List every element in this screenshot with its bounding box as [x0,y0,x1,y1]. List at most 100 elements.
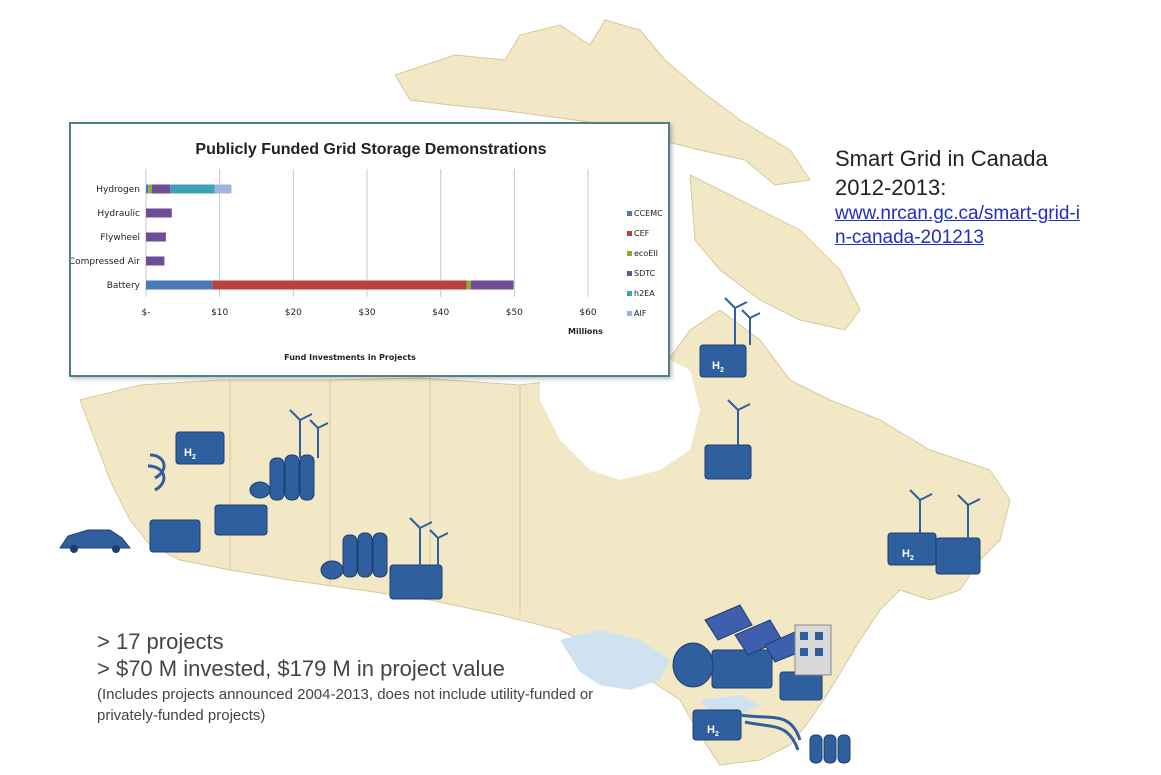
battery-icon [214,504,268,536]
legend-swatch [627,311,632,316]
flywheel-icons [249,481,714,688]
category-label: Flywheel [100,233,140,243]
bar-segment [151,184,171,194]
legend-label: ecoEII [634,249,658,258]
bar-segment [214,184,232,194]
chart-panel: Publicly Funded Grid Storage Demonstrati… [69,122,670,377]
summary-projects: > 17 projects [97,629,224,654]
great-lakes [560,630,670,690]
battery-icon [149,519,201,553]
chart-bars [146,184,514,290]
nrcan-link[interactable]: www.nrcan.gc.ca/smart-grid-in-canada-201… [835,203,1080,248]
legend-label: CCEMC [634,209,663,218]
legend-swatch [627,231,632,236]
battery-storage-icons [149,444,981,701]
wind-turbine-icon [957,494,981,540]
summary-note: (Includes projects announced 2004-2013, … [97,686,594,724]
wind-turbine-icon [289,409,313,458]
category-label: Hydraulic [97,209,140,219]
x-tick-label: $30 [358,308,375,318]
electric-car-icon [59,529,132,553]
side-title-line2: 2012-2013: [835,175,947,200]
battery-icon [935,537,981,575]
bar-segment [146,280,213,290]
chart-legend: CCEMC CEF ecoEII SDTC h2EA AIF [627,209,663,318]
x-tick-label: $40 [432,308,449,318]
category-label: Compressed Air [71,257,140,267]
legend-label: SDTC [634,269,656,278]
hudson-bay [540,345,700,480]
battery-icon [779,671,823,701]
svg-text:H2: H2 [184,447,196,461]
legend-label: h2EA [634,289,655,298]
flywheel-icon [249,481,271,499]
bar-segment [146,208,172,218]
building-icon [794,624,832,676]
x-tick-label: $60 [579,308,596,318]
bar-segment [146,232,166,242]
battery-icon [389,564,443,600]
province-borders [229,380,521,615]
chart-title: Publicly Funded Grid Storage Demonstrati… [195,141,546,158]
wind-turbine-icon [309,419,329,458]
summary-text: > 17 projects > $70 M invested, $179 M i… [97,628,657,726]
tank-icon [809,734,823,764]
legend-label: CEF [634,229,650,238]
bar-segment [470,280,514,290]
tank-icon [342,534,358,578]
bar-segment [212,280,467,290]
category-label: Battery [107,281,141,291]
hydrogen-storage-icon: H2 [887,532,937,566]
compressed-air-tank-icons [269,454,851,764]
battery-icon [711,649,773,689]
tank-icon [823,734,837,764]
legend-swatch [627,211,632,216]
side-info: Smart Grid in Canada 2012-2013: www.nrca… [835,144,1155,250]
flywheel-icon [672,642,714,688]
hydrogen-storage-icon: H2 [175,431,225,465]
tank-icon [837,734,851,764]
wind-turbine-icon [724,297,748,345]
x-axis-title: Fund Investments in Projects [284,353,416,362]
bar-segment [146,184,149,194]
bar-segment [170,184,215,194]
storage-chart: Publicly Funded Grid Storage Demonstrati… [71,141,663,362]
wind-turbine-icon [909,489,933,535]
chart-x-ticks: $- $10 $20 $30 $40 $50 $60 [142,308,597,318]
tank-icon [269,457,285,501]
hydraulic-pipe-icons [147,453,802,751]
side-title-line1: Smart Grid in Canada [835,146,1048,171]
chart-category-labels: Hydrogen Hydraulic Flywheel Compressed Air B… [71,185,141,291]
legend-swatch [627,271,632,276]
hydrogen-storage-icon: H2 [699,344,747,378]
flywheel-icon [320,560,344,580]
baffin-island [689,174,861,331]
x-tick-label: $- [142,308,151,318]
svg-text:H2: H2 [902,548,914,562]
bar-segment [466,280,471,290]
wind-turbine-icons [289,297,981,566]
summary-invested: > $70 M invested, $179 M in project valu… [97,656,505,681]
battery-icon [704,444,752,480]
legend-swatch [627,291,632,296]
svg-text:H2: H2 [707,724,719,738]
svg-text:H2: H2 [712,360,724,374]
wind-turbine-icon [409,517,433,566]
wind-turbine-icon [727,399,751,445]
legend-label: AIF [634,309,647,318]
arctic-islands [394,19,811,186]
x-tick-label: $50 [506,308,523,318]
wind-turbine-icon [741,309,761,345]
x-tick-label: $10 [211,308,228,318]
bar-segment [148,184,152,194]
hydrogen-storage-icon: H2 [692,709,742,741]
x-tick-label: $20 [285,308,302,318]
solar-panel-icon [704,604,753,641]
bar-segment [146,256,165,266]
category-label: Hydrogen [96,185,140,195]
tank-icon [284,454,300,501]
x-unit-label: Millions [568,327,603,336]
wind-turbine-icon [429,529,449,566]
tank-icon [357,532,373,578]
